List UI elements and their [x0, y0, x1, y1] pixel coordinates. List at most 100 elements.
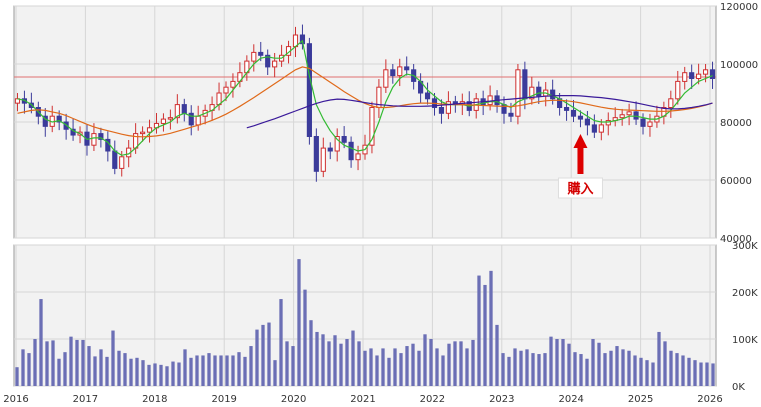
volume-bar: [561, 339, 565, 386]
volume-bar: [123, 353, 127, 386]
volume-bar: [141, 360, 145, 386]
volume-bar: [321, 334, 325, 386]
volume-tick-label: 200K: [732, 288, 758, 299]
volume-bar: [213, 355, 217, 386]
volume-bar: [39, 299, 43, 386]
candle-up: [702, 69, 709, 75]
volume-bar: [171, 361, 175, 386]
x-tick-label: 2023: [489, 394, 514, 405]
volume-bar: [525, 349, 529, 386]
candle-up: [696, 73, 702, 80]
volume-bar: [531, 353, 535, 386]
volume-bar: [603, 353, 607, 386]
candle-down: [56, 115, 62, 123]
volume-panel: 300K 200K 100K 0K: [13, 241, 758, 393]
candle-up: [146, 127, 153, 133]
volume-bar: [489, 270, 493, 386]
volume-bar: [441, 355, 445, 386]
volume-bar: [375, 355, 379, 386]
volume-bar: [177, 362, 181, 386]
volume-bar: [447, 343, 451, 386]
candle-up: [647, 121, 653, 127]
candle-up: [397, 66, 403, 77]
volume-bar: [699, 362, 703, 386]
volume-bar: [387, 357, 391, 386]
candle-down: [188, 112, 194, 126]
volume-bar: [591, 339, 595, 386]
volume-bar: [75, 339, 79, 386]
candle-up: [174, 104, 180, 119]
candle-up: [167, 117, 173, 120]
x-tick-label: 2018: [142, 394, 167, 405]
volume-bar: [249, 346, 253, 386]
arrow-up-icon: [573, 134, 588, 174]
volume-bar: [597, 342, 601, 386]
volume-bar: [129, 358, 133, 386]
volume-bar: [513, 348, 517, 386]
volume-bar: [429, 339, 433, 386]
candle-down: [42, 115, 48, 127]
volume-bar: [675, 353, 679, 386]
price-panel: 120000 100000 80000 60000 40000 購入: [13, 2, 758, 245]
volume-bar: [435, 348, 439, 386]
volume-bar: [579, 354, 583, 386]
volume-bar: [63, 352, 67, 386]
candle-down: [709, 69, 716, 80]
volume-bar: [543, 353, 547, 386]
volume-bar: [315, 331, 319, 386]
volume-bar: [351, 330, 355, 386]
candle-up: [619, 114, 625, 119]
volume-bar: [201, 355, 205, 386]
candle-down: [348, 141, 354, 161]
candle-up: [487, 95, 493, 106]
candle-down: [181, 104, 187, 114]
candle-down: [550, 89, 556, 100]
annotation-label: 購入: [566, 181, 593, 197]
x-tick-label: 2017: [73, 394, 98, 405]
volume-bar: [225, 355, 229, 386]
candle-up: [14, 98, 21, 104]
volume-bar: [189, 357, 193, 386]
volume-tick-label: 0K: [732, 382, 745, 393]
volume-bar: [573, 352, 577, 386]
candle-up: [91, 133, 97, 146]
volume-bar: [555, 339, 559, 386]
volume-bar: [657, 331, 661, 386]
volume-bar: [495, 324, 499, 386]
volume-bar: [135, 357, 139, 386]
volume-bar: [261, 324, 265, 386]
volume-bar: [81, 339, 85, 386]
volume-bar: [87, 346, 91, 386]
volume-bar: [663, 341, 667, 386]
candle-down: [424, 92, 431, 100]
candle-down: [577, 115, 584, 120]
volume-bar: [147, 364, 151, 386]
volume-bar: [57, 358, 61, 386]
volume-bar: [231, 355, 235, 386]
candle-up: [515, 69, 521, 117]
volume-bar: [237, 352, 241, 386]
volume-bar: [99, 349, 103, 386]
volume-bar: [423, 334, 427, 386]
volume-bar: [339, 343, 343, 386]
volume-bar: [483, 284, 487, 386]
volume-tick-label: 100K: [732, 335, 758, 346]
volume-bar: [465, 348, 469, 386]
candle-up: [139, 131, 146, 135]
x-tick-label: 2020: [281, 394, 306, 405]
candle-down: [438, 107, 445, 114]
candle-up: [675, 80, 681, 100]
annotation-label-box: [557, 177, 603, 199]
candle-up: [272, 60, 278, 68]
volume-bar: [279, 299, 283, 386]
volume-bar: [117, 350, 121, 386]
candle-down: [563, 107, 570, 111]
volume-bar: [693, 360, 697, 386]
candle-down: [570, 109, 577, 117]
volume-bar: [183, 349, 187, 386]
x-tick-label: 2016: [3, 394, 28, 405]
x-tick-label: 2024: [558, 394, 583, 405]
x-tick-label: 2019: [211, 394, 236, 405]
volume-bar: [645, 360, 649, 386]
